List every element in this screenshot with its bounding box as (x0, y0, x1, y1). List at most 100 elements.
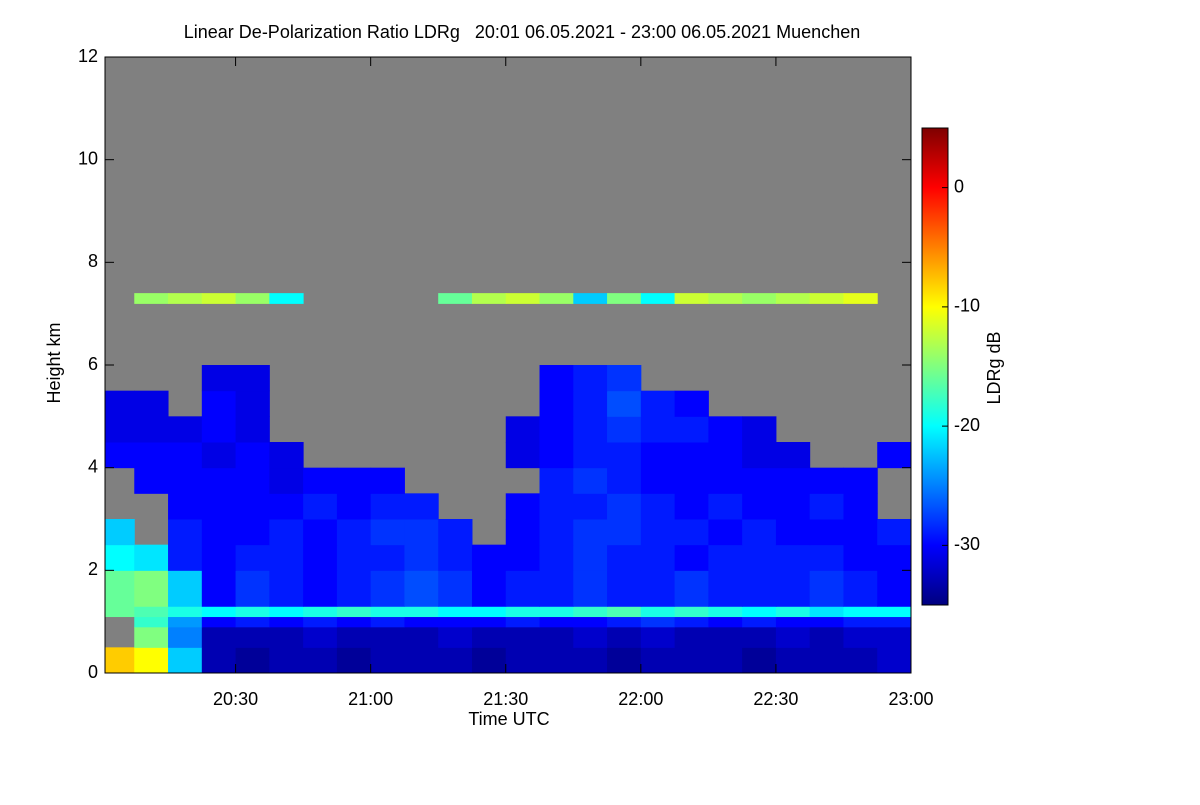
heatmap-cell (539, 390, 574, 417)
heatmap-cell (168, 467, 203, 494)
heatmap-cell (877, 519, 912, 546)
heatmap-cell (843, 570, 878, 607)
heatmap-cell (201, 365, 237, 392)
heatmap-cell (134, 606, 169, 618)
heatmap-cell (134, 626, 169, 648)
heatmap-cell (843, 519, 878, 546)
heatmap-cell (539, 519, 574, 546)
heatmap-cell (134, 442, 169, 469)
heatmap-cell (336, 519, 372, 546)
heatmap-cell (775, 570, 811, 607)
heatmap-cell (235, 519, 270, 546)
heatmap-cell (201, 626, 237, 648)
x-tick-label: 21:30 (483, 689, 528, 709)
heatmap-cell (843, 493, 878, 520)
heatmap-cell (708, 416, 743, 443)
heatmap-cell (438, 293, 473, 304)
y-tick-label: 0 (88, 662, 98, 682)
heatmap-cell (809, 606, 844, 618)
heatmap-cell (235, 467, 270, 494)
heatmap-cell (134, 416, 169, 443)
heatmap-cell (336, 626, 372, 648)
heatmap-cell (235, 626, 270, 648)
heatmap-cell (235, 570, 270, 607)
heatmap-cell (201, 647, 237, 674)
heatmap-cell (775, 626, 811, 648)
heatmap-cell (607, 467, 642, 494)
heatmap-cell (438, 626, 473, 648)
heatmap-cell (168, 519, 203, 546)
heatmap-cell (640, 616, 676, 628)
heatmap-cell (539, 570, 574, 607)
heatmap-cell (505, 544, 541, 571)
heatmap-cell (742, 493, 777, 520)
colorbar-tick-label: 0 (954, 176, 964, 196)
heatmap-cell (303, 616, 338, 628)
x-tick-label: 22:00 (618, 689, 663, 709)
heatmap-cell (105, 544, 135, 571)
heatmap-cell (404, 570, 439, 607)
heatmap-cell (843, 544, 878, 571)
heatmap-cell (201, 616, 237, 628)
heatmap-cell (708, 647, 743, 674)
heatmap-cell (303, 519, 338, 546)
heatmap-cell (370, 606, 405, 618)
heatmap-cell (843, 467, 878, 494)
y-tick-label: 8 (88, 251, 98, 271)
heatmap-cell (505, 570, 541, 607)
heatmap-cell (269, 544, 304, 571)
heatmap-cell (201, 467, 237, 494)
heatmap-cell (742, 544, 777, 571)
heatmap-cell (775, 467, 811, 494)
heatmap-cell (742, 519, 777, 546)
heatmap-cell (640, 570, 676, 607)
heatmap-cell (505, 647, 541, 674)
colorbar-tick-label: -20 (954, 415, 980, 435)
heatmap-cell (809, 467, 844, 494)
heatmap-cell (370, 626, 405, 648)
heatmap-cell (674, 293, 709, 304)
heatmap-cell (505, 493, 541, 520)
y-tick-label: 6 (88, 354, 98, 374)
heatmap-cell (640, 442, 676, 469)
heatmap-cell (201, 493, 237, 520)
heatmap-cell (404, 626, 439, 648)
heatmap-cell (573, 544, 608, 571)
x-axis-label: Time UTC (468, 709, 549, 729)
heatmap-cell (674, 570, 709, 607)
heatmap-cell (640, 626, 676, 648)
heatmap-cell (134, 293, 169, 304)
heatmap-cell (775, 493, 811, 520)
heatmap-cell (775, 616, 811, 628)
heatmap-cell (539, 416, 574, 443)
heatmap-cell (370, 616, 405, 628)
heatmap-cell (742, 442, 777, 469)
heatmap-cell (303, 626, 338, 648)
heatmap-cell (573, 493, 608, 520)
heatmap-cell (438, 606, 473, 618)
heatmap-cell (775, 293, 811, 304)
heatmap-cell (877, 544, 912, 571)
heatmap-cell (201, 570, 237, 607)
heatmap-cell (809, 544, 844, 571)
heatmap-cell (201, 544, 237, 571)
heatmap-cell (235, 293, 270, 304)
heatmap-cell (505, 626, 541, 648)
heatmap-cell (708, 544, 743, 571)
heatmap-cell (809, 626, 844, 648)
heatmap-cell (269, 647, 304, 674)
heatmap-cell (539, 544, 574, 571)
heatmap-cell (674, 390, 709, 417)
heatmap-cell (607, 293, 642, 304)
heatmap-cell (269, 519, 304, 546)
heatmap-cell (303, 647, 338, 674)
heatmap-cell (201, 416, 237, 443)
heatmap-cell (539, 442, 574, 469)
heatmap-cell (201, 519, 237, 546)
heatmap-cell (573, 616, 608, 628)
heatmap-cell (269, 493, 304, 520)
heatmap-cell (708, 467, 743, 494)
colorbar (921, 127, 949, 606)
heatmap-cell (438, 647, 473, 674)
heatmap-cell (134, 544, 169, 571)
